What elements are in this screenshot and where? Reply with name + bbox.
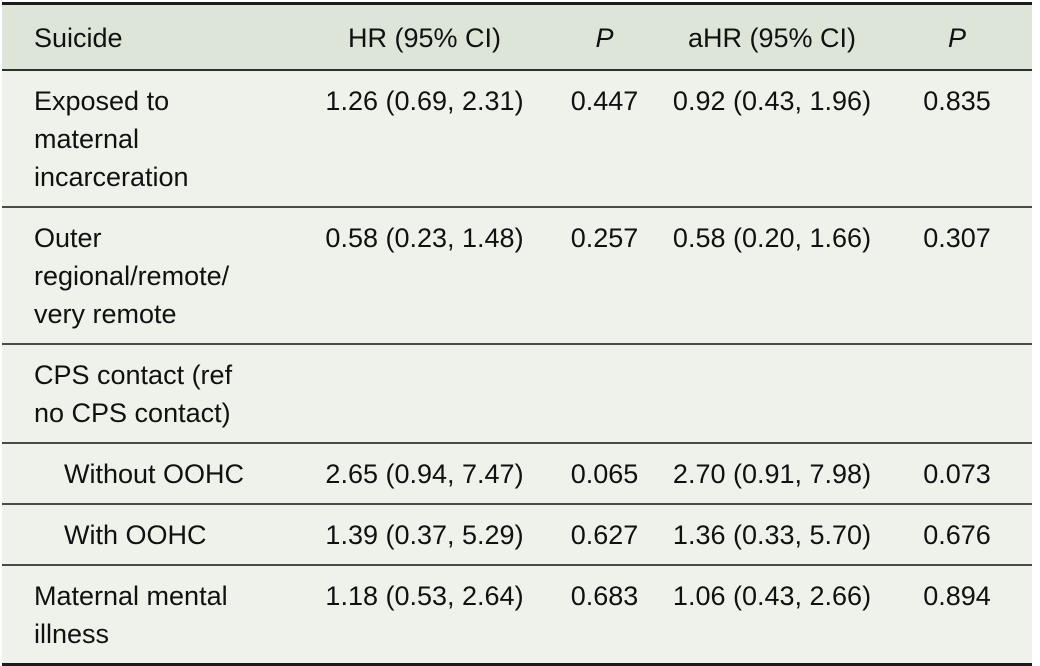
table-row: Maternal mental illness 1.18 (0.53, 2.64…	[2, 565, 1032, 665]
adjusted-p-cell: 0.073	[882, 443, 1032, 505]
ahr-cell: 0.92 (0.43, 1.96)	[662, 70, 882, 208]
table-row: CPS contact (ref no CPS contact)	[2, 344, 1032, 444]
adjusted-p-cell: 0.894	[882, 565, 1032, 665]
row-label-cell: Exposed to maternal incarceration	[2, 70, 302, 208]
hr-cell: 2.65 (0.94, 7.47)	[302, 443, 547, 505]
p-cell: 0.447	[547, 70, 662, 208]
header-cell-adjusted-p: P	[882, 3, 1032, 71]
table-body: Exposed to maternal incarceration 1.26 (…	[2, 70, 1032, 665]
ahr-cell: 1.06 (0.43, 2.66)	[662, 565, 882, 665]
ahr-cell: 2.70 (0.91, 7.98)	[662, 443, 882, 505]
p-cell: 0.627	[547, 504, 662, 566]
table-row: Without OOHC 2.65 (0.94, 7.47) 0.065 2.7…	[2, 443, 1032, 505]
adjusted-p-cell: 0.835	[882, 70, 1032, 208]
adjusted-p-cell: 0.307	[882, 207, 1032, 345]
hr-cell: 1.18 (0.53, 2.64)	[302, 565, 547, 665]
row-label-cell: Without OOHC	[2, 443, 302, 505]
header-row: Suicide HR (95% CI) P aHR (95% CI) P	[2, 3, 1032, 71]
table-row: Exposed to maternal incarceration 1.26 (…	[2, 70, 1032, 208]
row-label-cell: Outer regional/remote/ very remote	[2, 207, 302, 345]
row-label-cell: Maternal mental illness	[2, 565, 302, 665]
row-label-cell: CPS contact (ref no CPS contact)	[2, 344, 302, 444]
table-row: Outer regional/remote/ very remote 0.58 …	[2, 207, 1032, 345]
hr-cell: 1.26 (0.69, 2.31)	[302, 70, 547, 208]
ahr-cell: 0.58 (0.20, 1.66)	[662, 207, 882, 345]
table-header: Suicide HR (95% CI) P aHR (95% CI) P	[2, 3, 1032, 71]
p-cell: 0.683	[547, 565, 662, 665]
header-cell-suicide: Suicide	[2, 3, 302, 71]
hr-cell: 0.58 (0.23, 1.48)	[302, 207, 547, 345]
p-cell	[547, 344, 662, 444]
table-row: With OOHC 1.39 (0.37, 5.29) 0.627 1.36 (…	[2, 504, 1032, 566]
header-cell-p: P	[547, 3, 662, 71]
hr-cell	[302, 344, 547, 444]
header-cell-ahr: aHR (95% CI)	[662, 3, 882, 71]
ahr-cell	[662, 344, 882, 444]
adjusted-p-cell: 0.676	[882, 504, 1032, 566]
header-cell-hr: HR (95% CI)	[302, 3, 547, 71]
p-cell: 0.257	[547, 207, 662, 345]
row-label-cell: With OOHC	[2, 504, 302, 566]
ahr-cell: 1.36 (0.33, 5.70)	[662, 504, 882, 566]
p-cell: 0.065	[547, 443, 662, 505]
hr-cell: 1.39 (0.37, 5.29)	[302, 504, 547, 566]
adjusted-p-cell	[882, 344, 1032, 444]
